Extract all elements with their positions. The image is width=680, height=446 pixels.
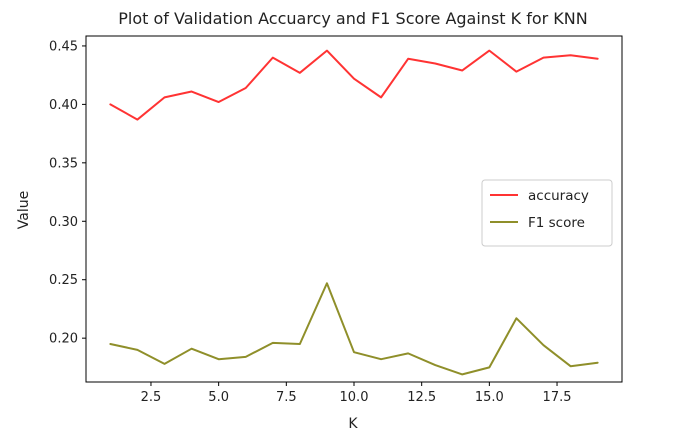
x-tick-label: 12.5 [407,390,436,405]
data-point-f1-score [515,317,517,319]
data-point-f1-score [109,343,111,345]
x-axis: 2.5 5.0 7.5 10.0 12.5 15.0 17.5 [141,382,572,405]
data-point-accuracy [163,96,165,98]
data-point-accuracy [217,101,219,103]
data-point-accuracy [190,90,192,92]
series-line-accuracy [109,49,599,121]
data-point-f1-score [380,358,382,360]
data-point-accuracy [407,58,409,60]
data-point-accuracy [488,49,490,51]
data-point-accuracy [542,56,544,58]
data-point-accuracy [596,58,598,60]
y-tick-label: 0.40 [49,98,78,113]
data-point-f1-score [136,349,138,351]
data-point-accuracy [380,96,382,98]
data-point-f1-score [596,362,598,364]
data-point-accuracy [245,87,247,89]
data-point-accuracy [434,62,436,64]
series-line-f1-score [109,282,599,376]
data-point-f1-score [326,282,328,284]
data-point-accuracy [299,72,301,74]
data-point-accuracy [515,70,517,72]
y-tick-label: 0.35 [49,156,78,171]
data-point-f1-score [163,363,165,365]
x-tick-label: 15.0 [475,390,504,405]
y-axis: 0.20 0.25 0.30 0.35 0.40 0.45 [49,39,86,347]
data-point-accuracy [353,77,355,79]
data-point-f1-score [542,344,544,346]
data-point-f1-score [245,356,247,358]
chart-title: Plot of Validation Accuarcy and F1 Score… [118,9,587,28]
data-point-f1-score [407,352,409,354]
data-point-f1-score [217,358,219,360]
y-tick-label: 0.25 [49,273,78,288]
data-point-accuracy [109,103,111,105]
data-point-f1-score [299,343,301,345]
y-tick-label: 0.20 [49,332,78,347]
series-layer [109,49,599,376]
data-point-accuracy [461,69,463,71]
data-point-accuracy [272,56,274,58]
x-tick-label: 17.5 [543,390,572,405]
data-point-f1-score [488,366,490,368]
data-point-f1-score [190,347,192,349]
legend: accuracy F1 score [481,179,613,247]
legend-label: F1 score [528,215,585,231]
data-point-f1-score [461,373,463,375]
data-point-accuracy [326,49,328,51]
data-point-f1-score [569,365,571,367]
x-axis-title: K [348,416,358,432]
x-tick-label: 5.0 [208,390,229,405]
data-point-f1-score [272,342,274,344]
data-point-accuracy [569,54,571,56]
y-tick-label: 0.30 [49,215,78,230]
data-point-accuracy [136,118,138,120]
x-tick-label: 10.0 [340,390,369,405]
legend-box [481,179,613,247]
y-axis-title: Value [16,191,32,229]
x-tick-label: 2.5 [141,390,162,405]
data-point-f1-score [353,351,355,353]
data-point-f1-score [434,364,436,366]
y-tick-label: 0.45 [49,39,78,54]
legend-label: accuracy [528,188,589,204]
x-tick-label: 7.5 [276,390,297,405]
